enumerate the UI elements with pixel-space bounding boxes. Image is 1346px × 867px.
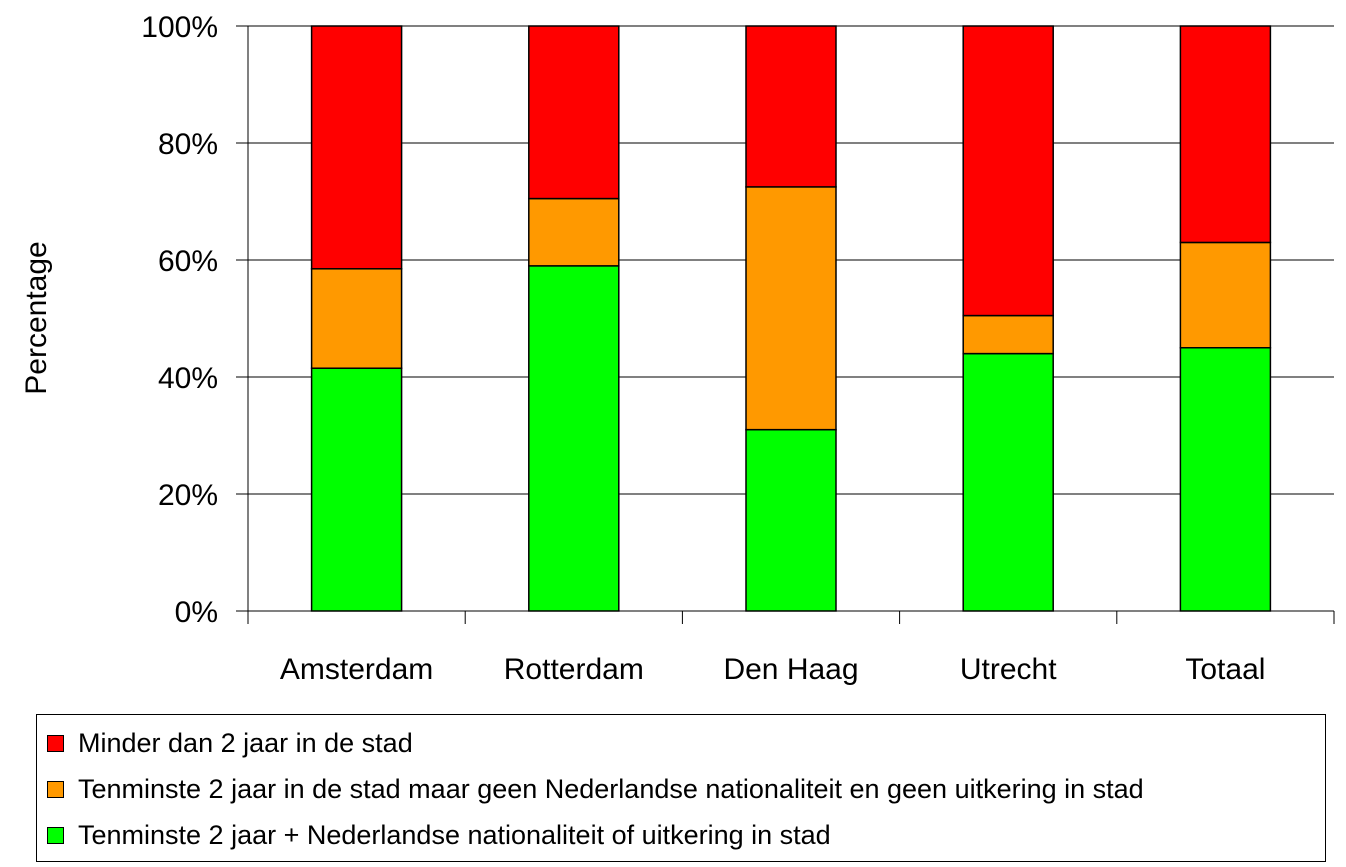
bar-segment [310,25,403,270]
bar-segment [310,268,403,369]
legend-swatch-orange [47,780,64,798]
legend-label: Minder dan 2 jaar in de stad [78,727,413,758]
bar-segment [745,25,837,188]
bar-segment [1179,347,1272,612]
axes [236,25,1335,624]
y-tick-label: 100% [141,11,218,44]
bar-segment [745,186,837,431]
legend-item-tenminste-2-jaar-geen-nationaliteit: Tenminste 2 jaar in de stad maar geen Ne… [47,772,1144,806]
bar-segment [962,25,1054,317]
legend-item-tenminste-2-jaar-nationaliteit: Tenminste 2 jaar + Nederlandse nationali… [47,818,831,852]
legend-item-minder-dan-2-jaar: Minder dan 2 jaar in de stad [47,726,413,760]
bar-segment [962,352,1054,612]
legend-label: Tenminste 2 jaar in de stad maar geen Ne… [78,773,1144,804]
y-tick-label: 60% [158,245,218,278]
bar-segment [528,265,620,612]
legend-swatch-red [47,734,64,752]
x-tick-label: Den Haag [723,653,858,686]
bar-segment [962,314,1054,355]
bar-segment [528,197,620,267]
bar-segment [1179,25,1272,244]
legend-label: Tenminste 2 jaar + Nederlandse nationali… [78,819,831,850]
x-tick-label: Utrecht [960,653,1057,686]
y-axis-title: Percentage [20,241,53,394]
legend-swatch-green [47,826,64,844]
legend: Minder dan 2 jaar in de stad Tenminste 2… [36,714,1326,862]
y-tick-label: 20% [158,479,218,512]
bar-segment [1179,241,1272,349]
x-tick-label: Amsterdam [280,653,433,686]
x-tick-labels: Amsterdam Rotterdam Den Haag Utrecht Totaal [280,653,1266,686]
stacked-bar-chart: 0% 20% 40% 60% 80% 100% Amsterdam Rotterdam Den… [20,11,1335,686]
bar-stacks [310,25,1272,612]
bar-segment [528,25,620,200]
y-tick-label: 40% [158,362,218,395]
y-tick-label: 80% [158,128,218,161]
bar-segment [745,428,837,612]
x-tick-label: Totaal [1185,653,1265,686]
bar-segment [310,367,403,612]
y-tick-labels: 0% 20% 40% 60% 80% 100% [141,11,218,629]
y-tick-label: 0% [175,596,218,629]
x-tick-label: Rotterdam [504,653,644,686]
